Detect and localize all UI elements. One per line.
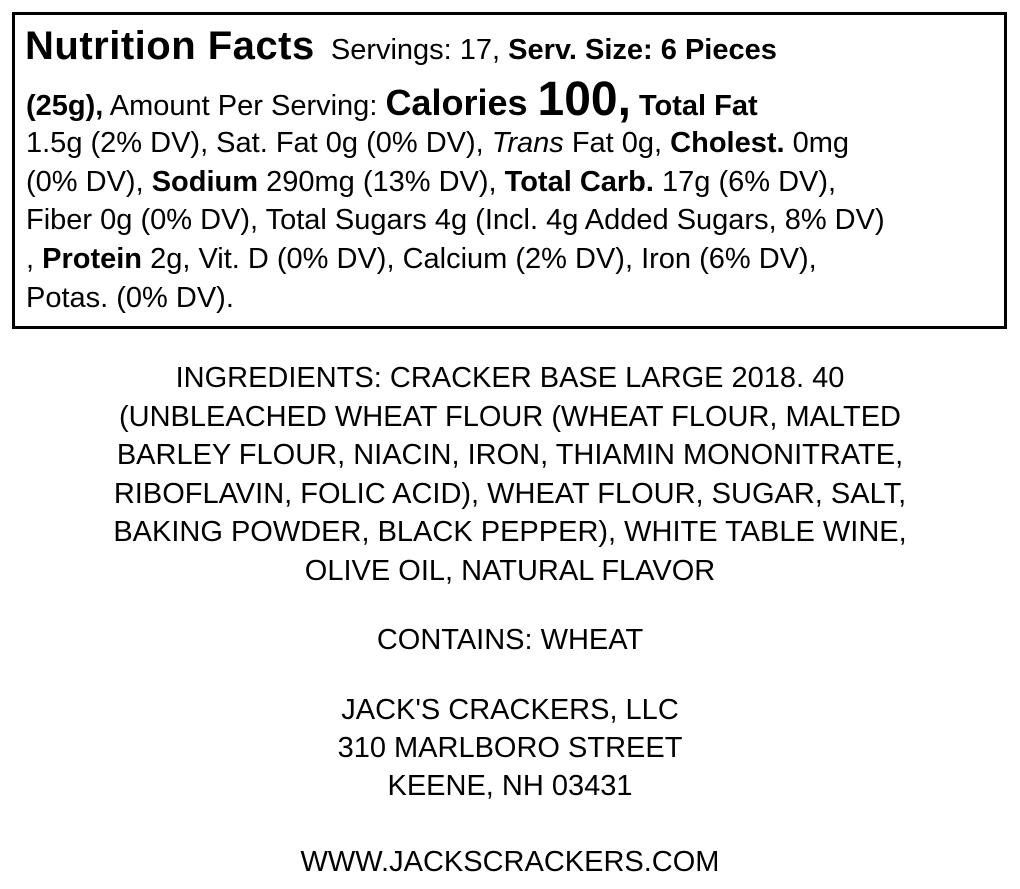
nutrition-line: 1.5g (2% DV), Sat. Fat 0g (0% DV), Trans… — [26, 124, 849, 163]
nutrition-segment: Servings: 17, — [314, 34, 509, 66]
nutrition-line: , Protein 2g, Vit. D (0% DV), Calcium (2… — [26, 240, 817, 279]
nutrition-facts-title: Nutrition Facts — [25, 24, 315, 68]
company-name: JACK'S CRACKERS, LLC — [341, 694, 679, 726]
nutrition-segment: Fat 0g, — [563, 127, 671, 159]
nutrition-line: Fiber 0g (0% DV), Total Sugars 4g (Incl.… — [26, 201, 885, 240]
nutrition-line: Potas. (0% DV). — [26, 279, 234, 318]
ingredients-line: BAKING POWDER, BLACK PEPPER), WHITE TABL… — [113, 516, 907, 549]
nutrition-segment: 0mg — [784, 127, 850, 159]
ingredients-line: BARLEY FLOUR, NIACIN, IRON, THIAMIN MONO… — [116, 439, 904, 472]
company-website: WWW.JACKSCRACKERS.COM — [300, 846, 720, 878]
nutrition-segment: 17g (6% DV), — [653, 166, 837, 198]
nutrition-segment: Sodium — [151, 166, 259, 198]
ingredients-line: (UNBLEACHED WHEAT FLOUR (WHEAT FLOUR, MA… — [119, 400, 901, 433]
nutrition-segment: Protein — [42, 243, 143, 275]
company-city: KEENE, NH 03431 — [387, 770, 633, 802]
nutrition-segment: 290mg (13% DV), — [258, 166, 505, 198]
allergen-statement: CONTAINS: WHEAT — [376, 624, 644, 656]
nutrition-segment: (0% DV), — [26, 166, 152, 198]
nutrition-segment: Calories — [385, 82, 538, 123]
nutrition-segment: Potas. (0% DV). — [26, 282, 234, 314]
ingredients-line: INGREDIENTS: CRACKER BASE LARGE 2018. 40 — [175, 362, 845, 394]
nutrition-line: (0% DV), Sodium 290mg (13% DV), Total Ca… — [26, 163, 836, 202]
nutrition-line: Nutrition Facts Servings: 17, Serv. Size… — [25, 24, 777, 70]
ingredients-line: RIBOFLAVIN, FOLIC ACID), WHEAT FLOUR, SU… — [113, 477, 907, 510]
nutrition-segment: Trans — [491, 127, 564, 159]
nutrition-segment: Total Carb. — [504, 166, 654, 198]
nutrition-line: (25g), Amount Per Serving: Calories 100,… — [26, 76, 758, 126]
nutrition-facts-box — [12, 12, 1007, 329]
nutrition-segment: Fiber 0g (0% DV), Total Sugars 4g (Incl.… — [26, 204, 885, 236]
nutrition-segment: 1.5g (2% DV), Sat. Fat 0g (0% DV), — [26, 127, 492, 159]
nutrition-segment: 100, — [537, 73, 631, 126]
nutrition-segment: Serv. Size: 6 Pieces — [508, 34, 777, 66]
nutrition-segment: (25g), — [26, 90, 104, 122]
nutrition-segment: Cholest. — [670, 127, 785, 159]
nutrition-segment: Amount Per Serving: — [103, 90, 386, 122]
nutrition-segment: 2g, Vit. D (0% DV), Calcium (2% DV), Iro… — [142, 243, 817, 275]
nutrition-segment: Total Fat — [630, 90, 758, 122]
nutrition-segment: , — [26, 243, 43, 275]
ingredients-line: OLIVE OIL, NATURAL FLAVOR — [304, 555, 716, 587]
company-street: 310 MARLBORO STREET — [337, 732, 683, 764]
